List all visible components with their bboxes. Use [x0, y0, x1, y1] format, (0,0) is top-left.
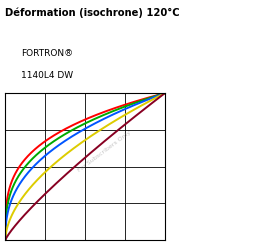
- Text: Déformation (isochrone) 120°C: Déformation (isochrone) 120°C: [5, 7, 180, 18]
- Text: FORTRON®: FORTRON®: [21, 49, 73, 58]
- Text: 1140L4 DW: 1140L4 DW: [21, 71, 73, 80]
- Text: For Subscribers Only: For Subscribers Only: [77, 130, 132, 173]
